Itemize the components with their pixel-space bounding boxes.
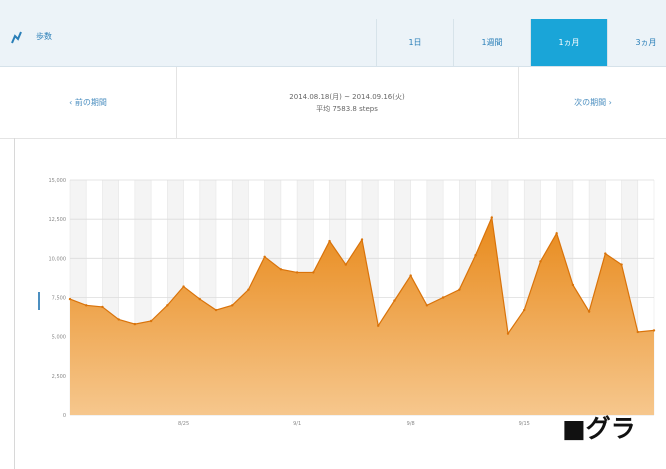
data-point [587,310,591,313]
y-tick-label: 0 [63,413,66,419]
y-tick-label: 12,500 [49,217,67,223]
next-period-button[interactable]: 次の期間 › [518,67,666,138]
data-point [328,239,331,243]
data-point [636,330,639,334]
data-point [68,297,72,301]
top-bar: 歩数 1日 1週間 1ヵ月 3ヵ月 [0,0,666,67]
data-point [85,304,88,307]
data-point [247,288,250,291]
data-point [474,254,477,257]
data-point [214,308,218,312]
y-tick-label: 15,000 [49,178,67,184]
app-title: 歩数 [36,32,52,41]
data-point [425,304,429,307]
data-point [263,255,266,258]
tab-3-months[interactable]: 3ヵ月 [607,19,666,66]
data-point [555,232,558,235]
x-tick-label: 9/8 [407,421,415,427]
y-tick-label: 7,500 [52,296,66,302]
steps-icon [11,31,22,44]
date-range: 2014.08.18(月) ~ 2014.09.16(火) [289,92,405,101]
data-point [377,324,380,327]
data-point [295,271,299,274]
y-tick-label: 5,000 [52,335,66,341]
period-summary: 2014.08.18(月) ~ 2014.09.16(火) 平均 7583.8 … [176,67,518,138]
data-point [198,297,201,301]
data-point [101,305,104,309]
period-tabs: 1日 1週間 1ヵ月 3ヵ月 [376,19,666,66]
x-tick-label: 8/25 [178,421,189,427]
steps-area [70,217,654,415]
period-navigation: ‹ 前の期間 2014.08.18(月) ~ 2014.09.16(火) 平均 … [0,67,666,139]
data-point [409,274,412,277]
data-point [620,263,623,266]
y-tick-label: 2,500 [52,374,66,380]
data-point [458,288,461,291]
caption-text: ■グラ [562,414,636,443]
previous-period-button[interactable]: ‹ 前の期間 [0,67,177,138]
tab-1-day[interactable]: 1日 [376,19,453,66]
data-point [539,260,542,263]
data-point [523,308,526,312]
y-tick-label: 10,000 [49,256,67,262]
data-point [149,319,153,323]
data-point [490,216,493,219]
data-point [393,299,396,302]
tab-1-week[interactable]: 1週間 [453,19,530,66]
steps-area-chart: 0 2,500 5,000 7,500 10,000 12,500 15,000 8/25 9/… [38,178,656,427]
data-point [182,285,185,288]
data-point [344,263,347,266]
panel-border [14,138,15,469]
data-point [360,238,364,241]
data-point [441,296,445,299]
data-point [279,268,283,271]
data-point [571,283,575,287]
y-axis-marker [38,292,40,310]
data-point [133,322,137,326]
data-point [506,332,510,335]
data-point [604,252,607,255]
data-point [117,318,120,321]
average-steps: 平均 7583.8 steps [316,104,378,113]
data-point [231,304,234,307]
x-tick-label: 9/15 [519,421,530,427]
data-point [312,271,315,274]
data-point [652,329,656,332]
data-point [166,304,169,307]
x-tick-label: 9/1 [293,421,301,427]
tab-1-month[interactable]: 1ヵ月 [530,19,607,66]
